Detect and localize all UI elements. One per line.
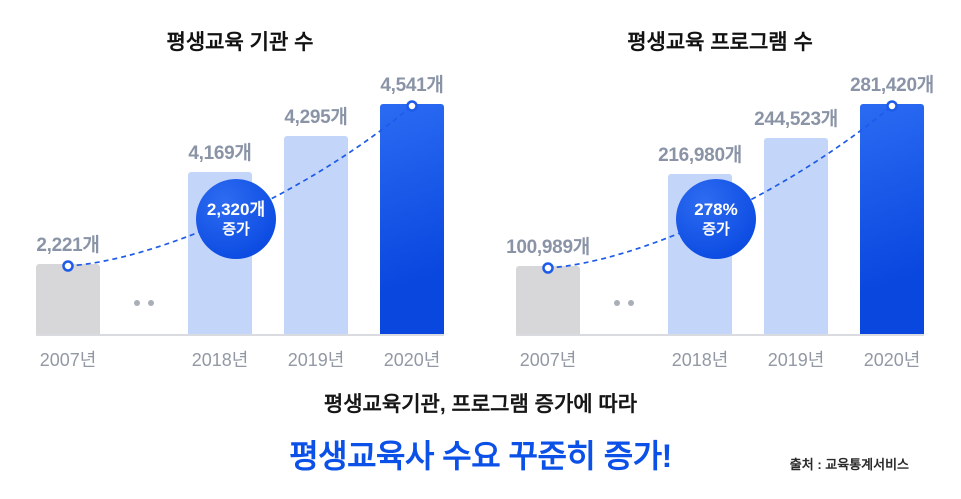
value-label-2007: 2,221개 [36, 235, 100, 256]
bar-column-2019: 4,295개 [284, 102, 348, 334]
bar-column-2019: 244,523개 [754, 104, 838, 334]
chart-institutions-plot: 2,221개 4,169개 4,295개 4,541개 [36, 75, 444, 336]
bar-column-2020: 4,541개 [380, 70, 444, 334]
value-label-2018: 216,980개 [658, 145, 742, 166]
x-label-2007: 2007년 [39, 350, 97, 370]
footer-subtitle: 평생교육기관, 프로그램 증가에 따라 [323, 393, 638, 416]
bar-2020 [860, 104, 924, 334]
chart-institutions: 평생교육 기관 수 2,221개 4,169개 [0, 18, 480, 372]
source-citation: 출처 : 교육통계서비스 [789, 457, 909, 472]
bar-2007 [36, 264, 100, 334]
x-label-2018: 2018년 [671, 350, 729, 370]
x-label-2019: 2019년 [287, 350, 345, 370]
dot-icon [148, 300, 154, 306]
chart-programs: 평생교육 프로그램 수 100,989개 216,980개 [480, 18, 960, 372]
bar-column-2007: 2,221개 [36, 230, 100, 334]
footer-headline: 평생교육사 수요 꾸준히 증가! [289, 438, 672, 474]
chart-institutions-title: 평생교육 기관 수 [166, 31, 314, 54]
x-label-2020: 2020년 [383, 350, 441, 370]
x-label-2019: 2019년 [767, 350, 825, 370]
bar-2007 [516, 266, 580, 334]
value-label-2020: 281,420개 [850, 75, 934, 96]
badge-caption: 증가 [702, 221, 730, 239]
value-label-2019: 4,295개 [284, 107, 348, 128]
dot-icon [628, 300, 634, 306]
gap-dots [132, 300, 156, 334]
chart-programs-title: 평생교육 프로그램 수 [627, 31, 813, 54]
badge-value: 278% [694, 199, 738, 219]
bar-column-2020: 281,420개 [850, 70, 934, 334]
dot-icon [614, 300, 620, 306]
gap-dots [612, 300, 636, 334]
chart-programs-plot-wrap: 100,989개 216,980개 244,523개 281,420개 [506, 75, 934, 372]
footer: 평생교육기관, 프로그램 증가에 따라 평생교육사 수요 꾸준히 증가! [0, 388, 961, 477]
badge-caption: 증가 [222, 221, 250, 239]
badge-value: 2,320개 [206, 199, 266, 219]
chart-institutions-plot-wrap: 2,221개 4,169개 4,295개 4,541개 [36, 75, 444, 372]
bar-2019 [284, 136, 348, 334]
value-label-2018: 4,169개 [188, 143, 252, 164]
x-axis-labels: 2007년 2018년 2019년 2020년 [516, 346, 924, 372]
x-label-2020: 2020년 [863, 350, 921, 370]
dot-icon [134, 300, 140, 306]
x-label-2007: 2007년 [519, 350, 577, 370]
charts-row: 평생교육 기관 수 2,221개 4,169개 [0, 18, 960, 372]
bar-2019 [764, 138, 828, 334]
x-axis-labels: 2007년 2018년 2019년 2020년 [36, 346, 444, 372]
value-label-2019: 244,523개 [754, 109, 838, 130]
bar-column-2007: 100,989개 [506, 232, 590, 334]
value-label-2020: 4,541개 [380, 75, 444, 96]
increase-badge: 278% 증가 [676, 179, 756, 259]
x-label-spacer [612, 346, 636, 372]
x-label-2018: 2018년 [191, 350, 249, 370]
x-label-spacer [132, 346, 156, 372]
chart-programs-plot: 100,989개 216,980개 244,523개 281,420개 [506, 75, 934, 336]
increase-badge: 2,320개 증가 [196, 179, 276, 259]
value-label-2007: 100,989개 [506, 237, 590, 258]
bar-2020 [380, 104, 444, 334]
